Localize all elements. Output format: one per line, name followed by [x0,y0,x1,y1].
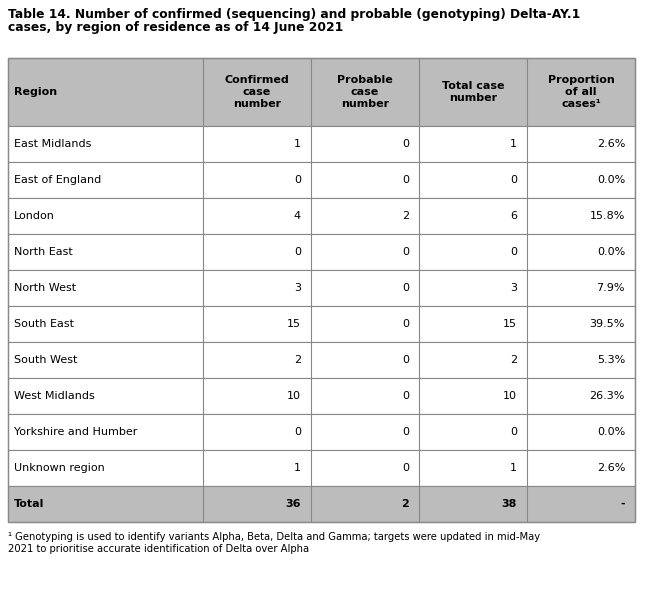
Text: 10: 10 [287,391,301,401]
Text: 0: 0 [402,175,409,185]
Text: Region: Region [14,87,57,97]
Text: 0: 0 [510,427,517,437]
Text: 2: 2 [294,355,301,365]
Text: 39.5%: 39.5% [590,319,625,329]
Text: 0.0%: 0.0% [597,247,625,257]
Text: 2.6%: 2.6% [597,139,625,149]
Bar [8,378,635,414]
Text: Probable
case
number: Probable case number [337,75,393,109]
Bar [8,58,635,522]
Text: South West: South West [14,355,78,365]
Text: 0: 0 [294,175,301,185]
Text: Unknown region: Unknown region [14,463,105,473]
Text: 2.6%: 2.6% [597,463,625,473]
Text: 38: 38 [502,499,517,509]
Text: 1: 1 [294,139,301,149]
Text: 0: 0 [510,247,517,257]
Bar [8,306,635,342]
Bar [8,234,635,270]
Text: Proportion
of all
cases¹: Proportion of all cases¹ [548,75,614,109]
Bar [8,342,635,378]
Text: -: - [620,499,625,509]
Text: 0: 0 [402,283,409,293]
Text: 15.8%: 15.8% [590,211,625,221]
Text: ¹ Genotyping is used to identify variants Alpha, Beta, Delta and Gamma; targets : ¹ Genotyping is used to identify variant… [8,532,540,554]
Bar [8,198,635,234]
Text: 0: 0 [402,463,409,473]
Bar [8,126,635,162]
Text: Total: Total [14,499,45,509]
Text: 26.3%: 26.3% [590,391,625,401]
Text: 2: 2 [402,211,409,221]
Text: 7.9%: 7.9% [596,283,625,293]
Text: Table 14. Number of confirmed (sequencing) and probable (genotyping) Delta-AY.1: Table 14. Number of confirmed (sequencin… [8,8,580,21]
Text: East Midlands: East Midlands [14,139,91,149]
Text: North East: North East [14,247,73,257]
Text: 36: 36 [286,499,301,509]
Text: 0: 0 [510,175,517,185]
Text: 3: 3 [510,283,517,293]
Text: 0: 0 [402,391,409,401]
Text: 6: 6 [510,211,517,221]
Text: 10: 10 [503,391,517,401]
Bar [8,58,635,126]
Text: 0.0%: 0.0% [597,427,625,437]
Text: East of England: East of England [14,175,101,185]
Text: 0: 0 [402,319,409,329]
Text: 0: 0 [402,247,409,257]
Bar [8,486,635,522]
Text: 0: 0 [294,427,301,437]
Text: 1: 1 [510,463,517,473]
Text: Yorkshire and Humber: Yorkshire and Humber [14,427,138,437]
Text: West Midlands: West Midlands [14,391,95,401]
Text: cases, by region of residence as of 14 June 2021: cases, by region of residence as of 14 J… [8,21,343,34]
Bar [8,270,635,306]
Text: London: London [14,211,55,221]
Text: 0.0%: 0.0% [597,175,625,185]
Text: 0: 0 [402,427,409,437]
Text: 2: 2 [510,355,517,365]
Text: South East: South East [14,319,74,329]
Text: Confirmed
case
number: Confirmed case number [225,75,289,109]
Text: 0: 0 [402,139,409,149]
Text: 0: 0 [294,247,301,257]
Text: 1: 1 [510,139,517,149]
Bar [8,450,635,486]
Text: 15: 15 [503,319,517,329]
Text: North West: North West [14,283,76,293]
Text: 1: 1 [294,463,301,473]
Text: Total case
number: Total case number [442,81,505,103]
Text: 2: 2 [401,499,409,509]
Text: 5.3%: 5.3% [597,355,625,365]
Text: 4: 4 [294,211,301,221]
Bar [8,162,635,198]
Text: 0: 0 [402,355,409,365]
Text: 15: 15 [287,319,301,329]
Text: 3: 3 [294,283,301,293]
Bar [8,414,635,450]
